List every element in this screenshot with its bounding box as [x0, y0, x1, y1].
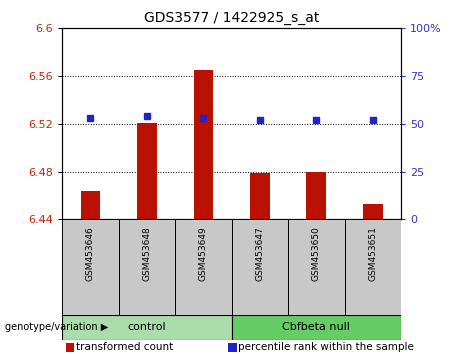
Bar [231, 219, 288, 315]
Bar [62, 315, 231, 340]
Text: Cbfbeta null: Cbfbeta null [283, 322, 350, 332]
Bar [194, 70, 213, 219]
Text: GSM453651: GSM453651 [368, 226, 378, 281]
Bar [288, 219, 344, 315]
Bar [344, 219, 401, 315]
Bar [231, 315, 401, 340]
Text: GSM453646: GSM453646 [86, 226, 95, 281]
Bar [175, 219, 231, 315]
Title: GDS3577 / 1422925_s_at: GDS3577 / 1422925_s_at [144, 11, 319, 24]
Text: percentile rank within the sample: percentile rank within the sample [238, 342, 414, 352]
Bar [250, 173, 270, 219]
Text: GSM453650: GSM453650 [312, 226, 321, 281]
Bar [137, 123, 157, 219]
Bar [62, 219, 118, 315]
Text: GSM453647: GSM453647 [255, 226, 265, 281]
Text: genotype/variation ▶: genotype/variation ▶ [5, 322, 108, 332]
Bar [228, 343, 237, 352]
Bar [363, 204, 383, 219]
Text: GSM453648: GSM453648 [142, 226, 152, 281]
Text: transformed count: transformed count [76, 342, 173, 352]
Bar [307, 172, 326, 219]
Text: GSM453649: GSM453649 [199, 226, 208, 281]
Bar [81, 191, 100, 219]
Bar [65, 343, 74, 352]
Bar [118, 219, 175, 315]
Text: control: control [128, 322, 166, 332]
